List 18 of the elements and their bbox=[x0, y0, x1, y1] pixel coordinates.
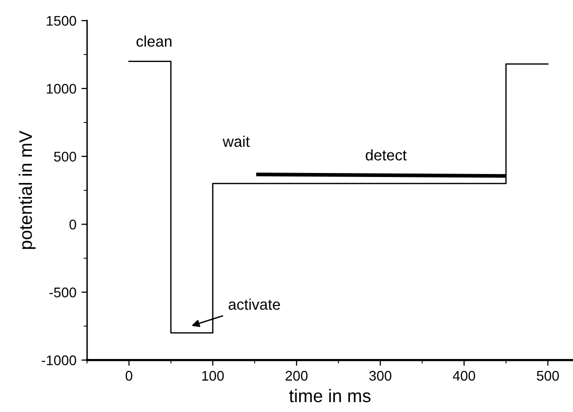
x-tick-label: 300 bbox=[369, 370, 392, 381]
y-axis-title: potential in mV bbox=[18, 130, 36, 249]
annotation: activate bbox=[228, 298, 280, 310]
x-tick-label: 500 bbox=[536, 370, 559, 381]
y-tick-label: 1500 bbox=[46, 16, 76, 26]
y-tick-label: -500 bbox=[50, 288, 76, 298]
y-tick-label: -1000 bbox=[42, 355, 76, 366]
y-tick-label: 1000 bbox=[46, 84, 76, 94]
annotation: wait bbox=[222, 136, 250, 147]
x-tick-label: 400 bbox=[452, 370, 476, 381]
x-tick-label: 0 bbox=[126, 370, 132, 381]
x-axis-title: time in ms bbox=[289, 389, 371, 402]
annotation: detect bbox=[366, 149, 407, 160]
y-tick-label: 0 bbox=[70, 220, 76, 230]
y-tick-label: 500 bbox=[54, 152, 76, 162]
annotation: clean bbox=[136, 36, 172, 47]
x-tick-label: 200 bbox=[286, 370, 308, 381]
x-tick-label: 100 bbox=[202, 370, 224, 381]
